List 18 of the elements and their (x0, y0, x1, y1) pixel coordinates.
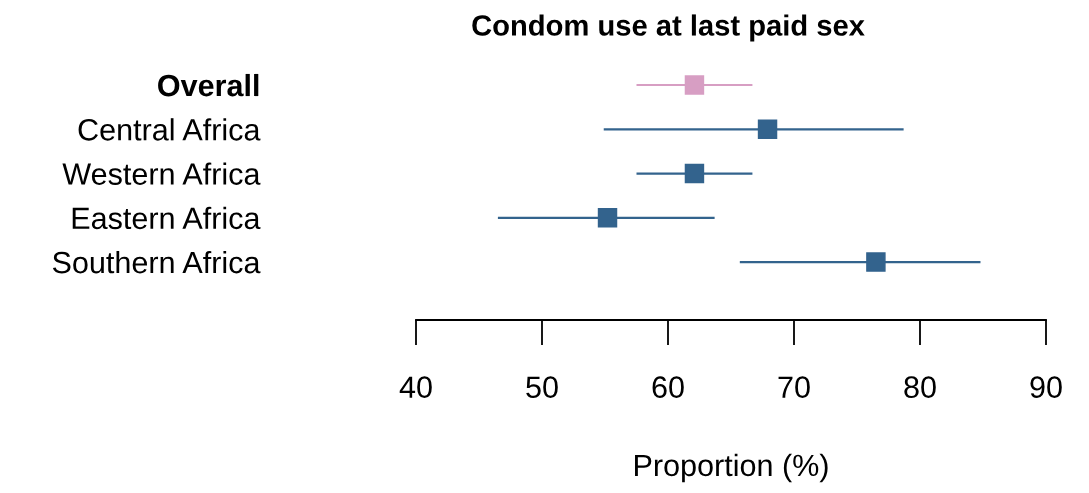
x-tick-label: 80 (904, 376, 936, 398)
x-tick-label: 90 (1030, 376, 1062, 398)
y-tick-label: Southern Africa (52, 250, 261, 274)
x-tick-label: 40 (399, 376, 432, 398)
point (597, 208, 618, 228)
x-tick-label: 50 (526, 376, 558, 398)
y-tick-label: Central Africa (78, 118, 261, 141)
point (866, 252, 886, 272)
point (684, 75, 705, 95)
x-tick-label: 70 (778, 376, 810, 398)
point (684, 163, 705, 184)
y-tick-label: Eastern Africa (72, 206, 261, 230)
chart-title: Condom use at last paid sex (472, 14, 865, 42)
x-axis-title: Proportion (%) (635, 453, 828, 483)
point (757, 119, 778, 139)
y-tick-label: Overall (158, 73, 259, 97)
y-tick-label: Western Africa (62, 162, 261, 185)
x-tick-label: 60 (652, 376, 684, 398)
